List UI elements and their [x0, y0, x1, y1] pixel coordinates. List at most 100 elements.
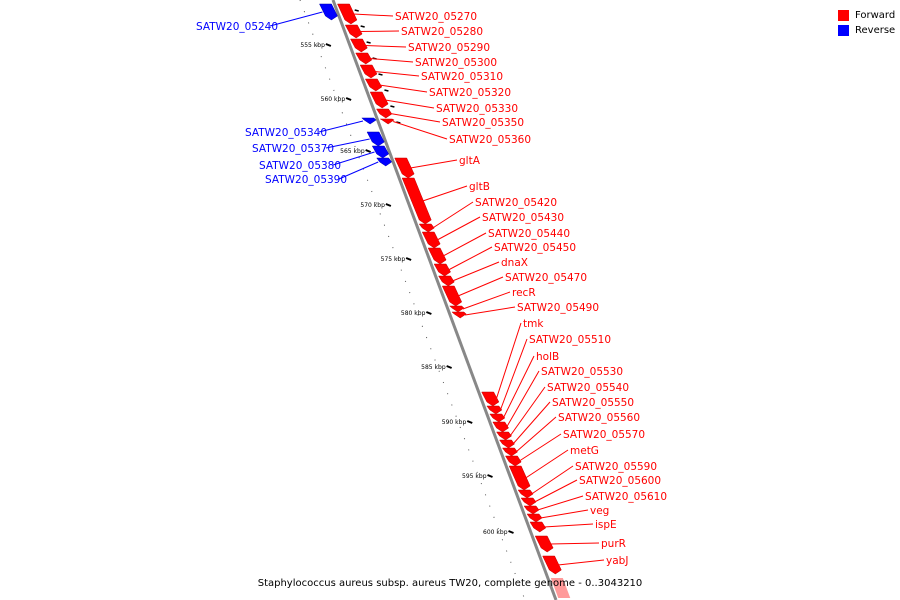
gene-label[interactable]: veg — [590, 505, 609, 517]
forward-gene-arrow[interactable] — [438, 275, 455, 287]
gene-label[interactable]: SATW20_05610 — [585, 491, 667, 503]
gene-label[interactable]: tmk — [523, 318, 544, 330]
forward-gene-arrow[interactable] — [489, 413, 506, 423]
scale-tick-label: 560 kbp — [321, 96, 346, 103]
gene-leader-line — [364, 45, 407, 48]
scale-tick-label: 595 kbp — [462, 473, 487, 480]
gene-label[interactable]: SATW20_05450 — [494, 242, 576, 254]
forward-gene-arrow[interactable] — [492, 421, 509, 433]
gene-label[interactable]: yabJ — [606, 555, 628, 567]
scale-tick-mark — [446, 365, 452, 369]
forward-gene-arrow[interactable] — [401, 177, 432, 225]
gene-label[interactable]: SATW20_05510 — [529, 334, 611, 346]
gene-label[interactable]: SATW20_05240 — [196, 21, 278, 33]
gene-label[interactable]: SATW20_05430 — [482, 212, 564, 224]
forward-gene-arrow[interactable] — [451, 311, 467, 319]
gene-label[interactable]: recR — [512, 287, 536, 299]
gene-leader-line — [462, 291, 511, 310]
forward-gene-arrow[interactable] — [526, 513, 543, 523]
gene-label[interactable]: SATW20_05320 — [429, 87, 511, 99]
gene-leader-line — [436, 216, 481, 241]
forward-gene-arrow[interactable] — [369, 91, 389, 109]
forward-gene-arrow[interactable] — [355, 52, 373, 65]
gene-label[interactable]: ispE — [595, 519, 617, 531]
gene-label[interactable]: dnaX — [501, 257, 528, 269]
forward-gene-arrow[interactable] — [337, 3, 358, 25]
gene-label[interactable]: SATW20_05440 — [488, 228, 570, 240]
gene-label[interactable]: SATW20_05330 — [436, 103, 518, 115]
reverse-gene-arrow[interactable] — [376, 157, 393, 167]
reverse-gene-arrow[interactable] — [361, 117, 377, 125]
reverse-gene-arrow[interactable] — [319, 3, 338, 21]
gene-label[interactable]: SATW20_05310 — [421, 71, 503, 83]
forward-gene-arrow[interactable] — [499, 439, 515, 449]
forward-gene-arrow[interactable] — [441, 285, 463, 307]
forward-gene-arrow[interactable] — [359, 64, 378, 79]
forward-gene-arrow[interactable] — [344, 24, 363, 39]
gene-leader-line — [509, 386, 546, 437]
gene-label[interactable]: SATW20_05490 — [517, 302, 599, 314]
gene-label[interactable]: SATW20_05570 — [563, 429, 645, 441]
gene-leader-line — [353, 13, 394, 17]
forward-gene-arrow[interactable] — [486, 405, 503, 415]
gene-label[interactable]: purR — [601, 538, 626, 550]
gene-label[interactable]: SATW20_05560 — [558, 412, 640, 424]
forward-gene-arrow[interactable] — [508, 465, 531, 491]
gene-label[interactable]: SATW20_05590 — [575, 461, 657, 473]
gene-label[interactable]: SATW20_05270 — [395, 11, 477, 23]
gene-leader-line — [325, 138, 370, 149]
forward-gene-arrow[interactable] — [433, 263, 451, 277]
gene-label[interactable]: gltB — [469, 181, 490, 193]
gene-features — [319, 3, 571, 598]
gene-label[interactable]: SATW20_05550 — [552, 397, 634, 409]
forward-gene-arrow[interactable] — [542, 555, 562, 575]
forward-gene-arrow[interactable] — [421, 231, 441, 249]
forward-gene-arrow[interactable] — [350, 38, 368, 53]
gene-label[interactable]: SATW20_05380 — [259, 160, 341, 172]
gene-label[interactable]: SATW20_05600 — [579, 475, 661, 487]
forward-gene-arrow[interactable] — [496, 431, 512, 441]
forward-gene-arrow[interactable] — [449, 305, 465, 313]
genome-backbone-line — [331, 0, 558, 600]
forward-gene-arrow[interactable] — [427, 247, 447, 265]
gene-label[interactable]: gltA — [459, 155, 481, 167]
gene-label[interactable]: SATW20_05390 — [265, 174, 347, 186]
forward-gene-arrow[interactable] — [529, 521, 547, 533]
forward-gene-arrow[interactable] — [364, 78, 383, 92]
gene-label[interactable]: metG — [570, 445, 599, 457]
gene-label[interactable]: SATW20_05370 — [252, 143, 334, 155]
gene-label[interactable]: SATW20_05350 — [442, 117, 524, 129]
gene-label[interactable]: SATW20_05340 — [245, 127, 327, 139]
feature-dash-mark — [378, 73, 383, 76]
gene-label[interactable]: SATW20_05530 — [541, 366, 623, 378]
reverse-gene-arrow[interactable] — [366, 131, 385, 147]
gene-label[interactable]: SATW20_05290 — [408, 42, 490, 54]
gene-label[interactable]: SATW20_05420 — [475, 197, 557, 209]
gene-leader-line — [495, 322, 522, 400]
legend-reverse-label: Reverse — [855, 25, 896, 36]
scale-tick-mark — [385, 203, 392, 207]
forward-gene-arrow[interactable] — [523, 505, 540, 515]
gene-label[interactable]: SATW20_05280 — [401, 26, 483, 38]
gene-leader-line — [540, 509, 589, 519]
forward-gene-arrow[interactable] — [394, 157, 415, 179]
forward-gene-arrow[interactable] — [376, 108, 393, 119]
gene-leader-line — [410, 159, 458, 169]
gene-label[interactable]: holB — [536, 351, 559, 363]
forward-gene-arrow[interactable] — [481, 391, 500, 407]
forward-gene-arrow[interactable] — [534, 535, 554, 553]
forward-gene-arrow[interactable] — [380, 118, 395, 125]
forward-gene-arrow[interactable] — [520, 497, 537, 507]
gene-leader-line — [442, 232, 487, 257]
gene-label[interactable]: SATW20_05540 — [547, 382, 629, 394]
gene-label[interactable]: SATW20_05470 — [505, 272, 587, 284]
forward-gene-arrow[interactable] — [505, 455, 522, 467]
forward-gene-arrow[interactable] — [418, 223, 435, 233]
gene-label[interactable]: SATW20_05360 — [449, 134, 531, 146]
gene-label[interactable]: SATW20_05300 — [415, 57, 497, 69]
scale-tick-mark — [325, 43, 332, 47]
reverse-gene-arrow[interactable] — [371, 145, 390, 159]
forward-gene-arrow[interactable] — [502, 447, 518, 457]
forward-gene-arrow[interactable] — [517, 489, 534, 499]
gene-leader-line — [332, 151, 375, 166]
